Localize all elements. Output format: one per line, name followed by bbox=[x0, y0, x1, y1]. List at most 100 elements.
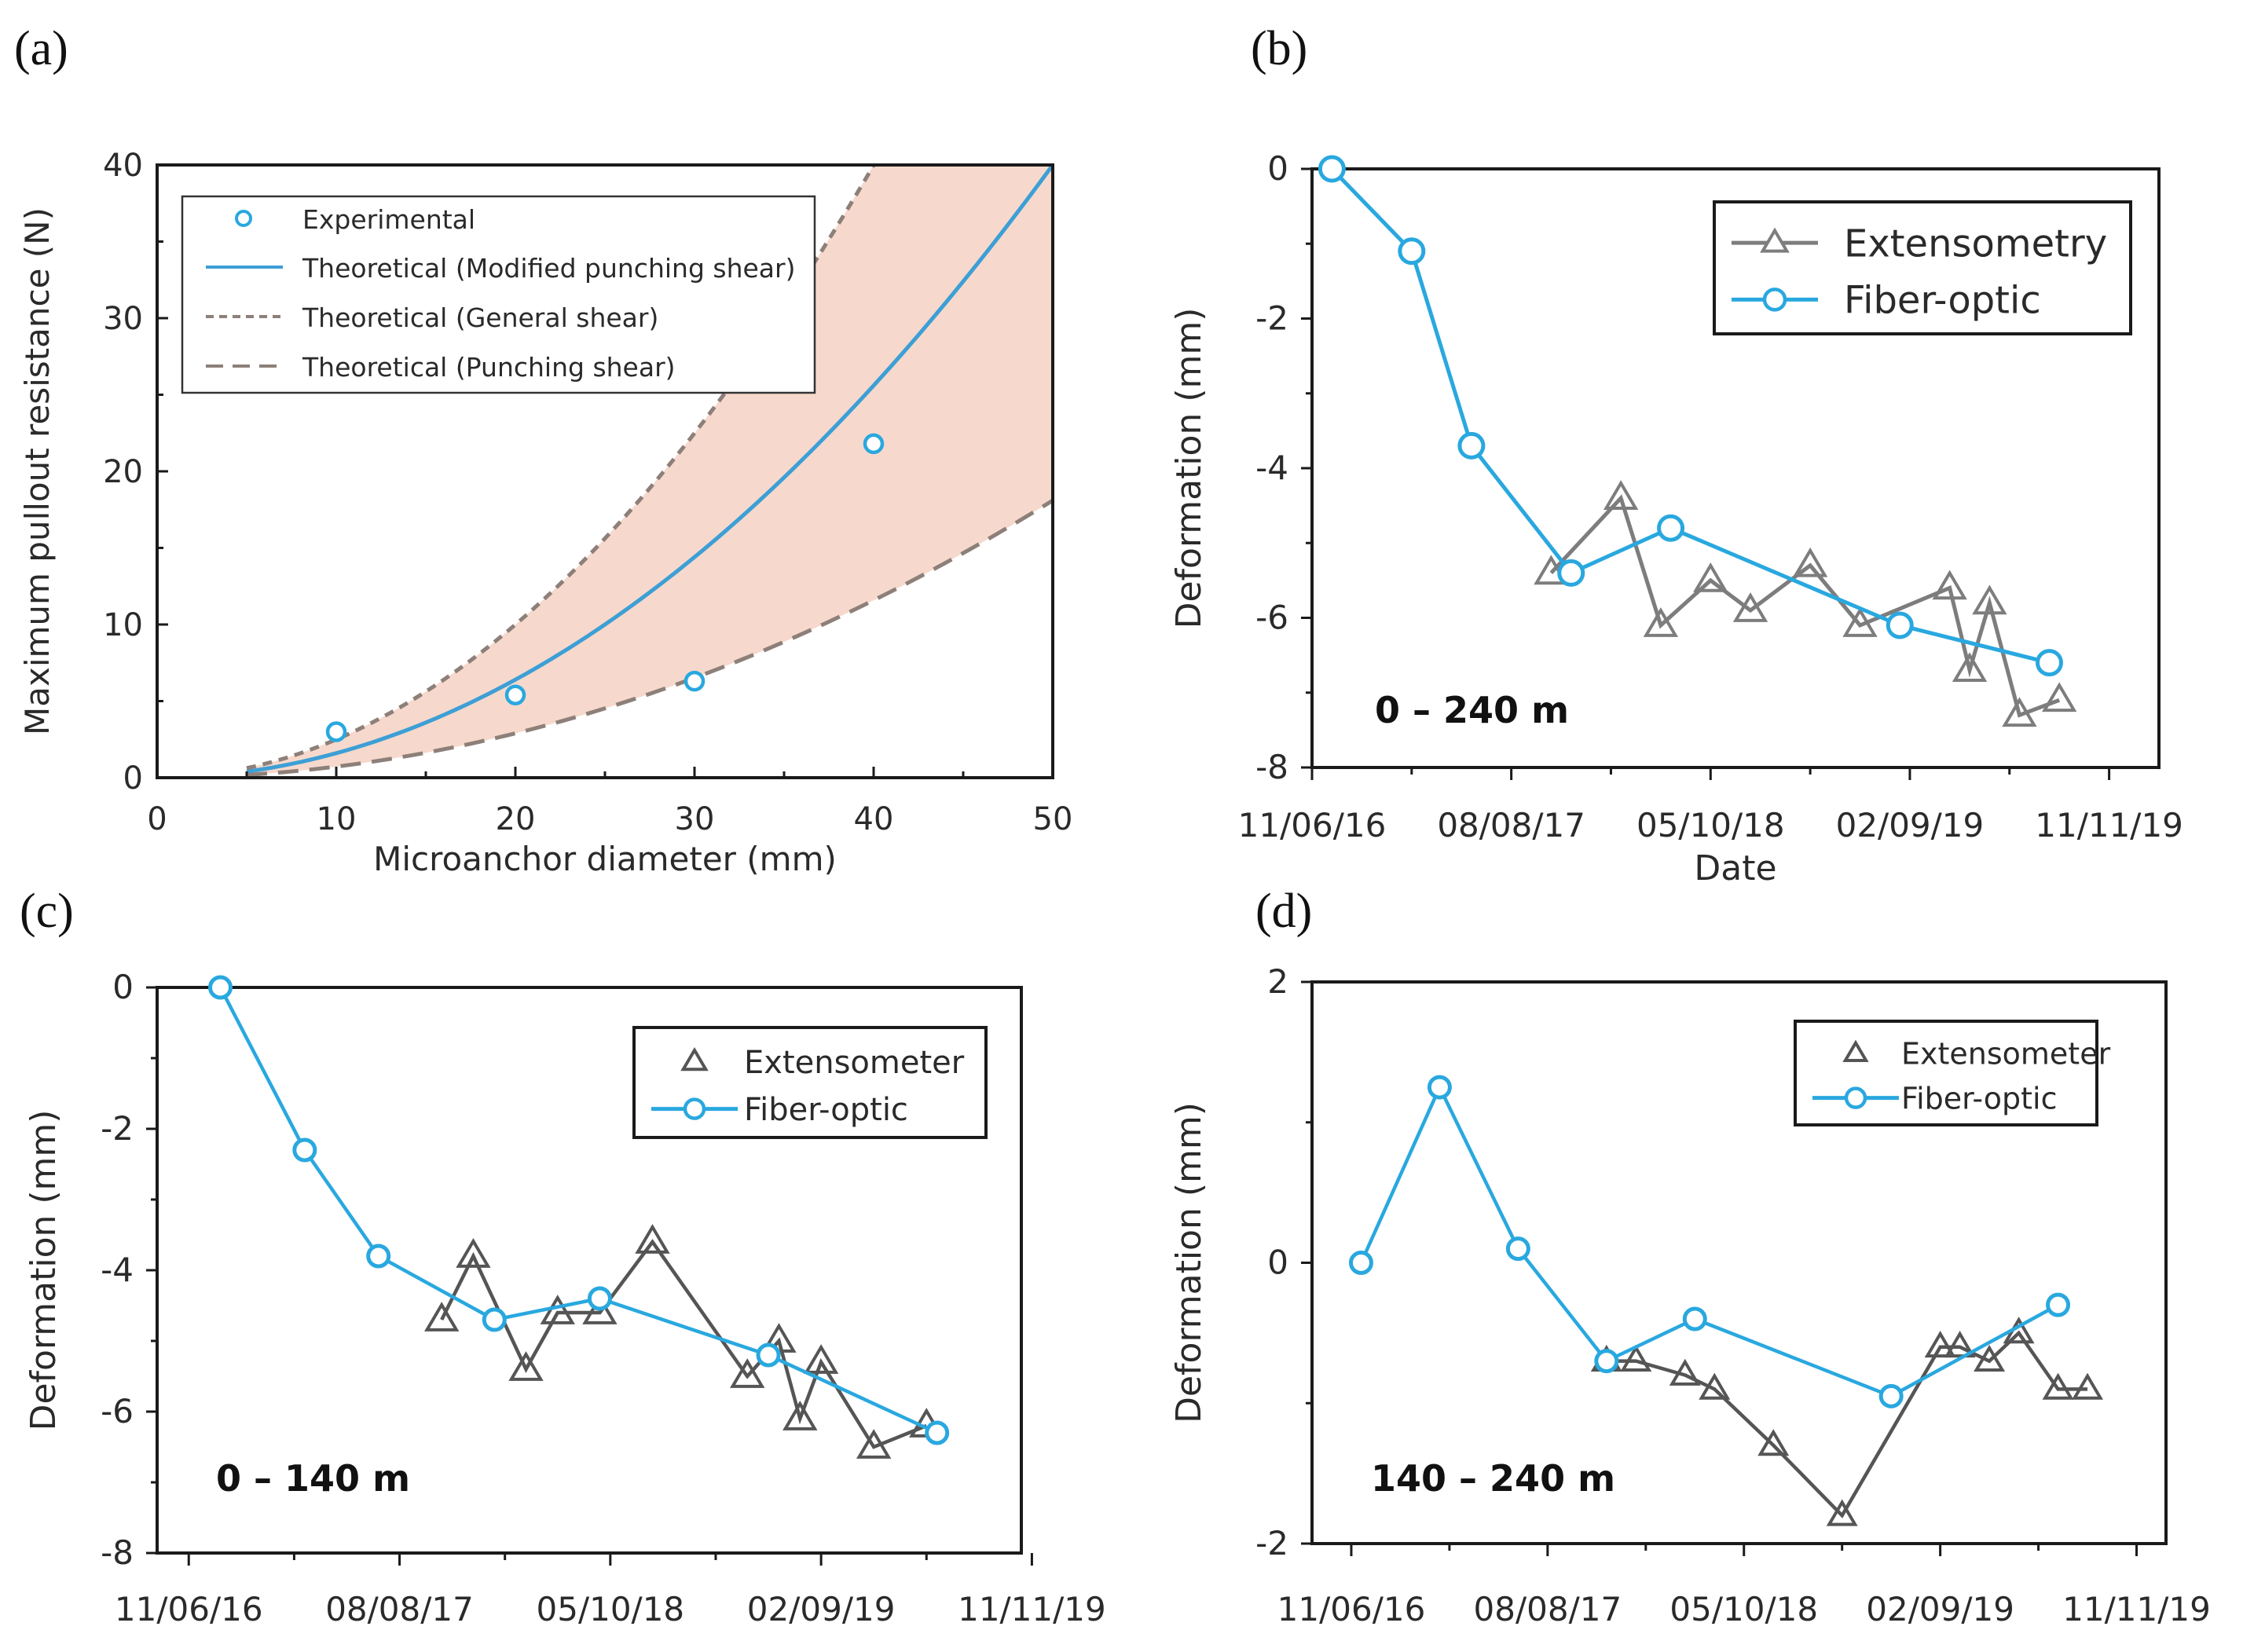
x-tick-label: 02/09/19 bbox=[1866, 1590, 2014, 1628]
x-tick-label: 11/11/19 bbox=[2035, 806, 2183, 844]
extensometer-point bbox=[1757, 1429, 1790, 1456]
y-tick-label: -2 bbox=[1255, 1524, 1288, 1562]
extensometer-point bbox=[1944, 1331, 1976, 1358]
legend-c-entry: Fiber-optic bbox=[744, 1092, 908, 1128]
fiber-optic-point bbox=[482, 1307, 507, 1332]
experimental-point bbox=[504, 684, 526, 705]
series-modified-punching-shear-line bbox=[246, 165, 1053, 774]
x-tick-label: 11/11/19 bbox=[2062, 1590, 2211, 1628]
legend-b: Extensometry Fiber-optic bbox=[1713, 200, 2132, 335]
y-tick-label: 0 bbox=[123, 760, 143, 797]
fiber-optic-point bbox=[1657, 514, 1685, 542]
x-tick-label: 30 bbox=[675, 801, 715, 837]
extensometer-point bbox=[1620, 1344, 1652, 1372]
extensometer-point bbox=[635, 1224, 670, 1254]
fiber-optic-point bbox=[1427, 1075, 1452, 1100]
experimental-point bbox=[684, 670, 706, 692]
extensometer-series-line bbox=[440, 1239, 928, 1449]
panel-a: (a) 0 10 20 30 40 50 0 10 20 30 40 Microanchor diame… bbox=[14, 22, 1073, 878]
x-tick-label: 0 bbox=[147, 801, 167, 837]
fiber-optic-point bbox=[1348, 1251, 1373, 1275]
x-tick-label: 05/10/18 bbox=[1636, 806, 1785, 844]
y-tick-label: 0 bbox=[1267, 1244, 1288, 1282]
legend-c-entry: Extensometer bbox=[744, 1045, 965, 1081]
x-tick-label: 11/06/16 bbox=[115, 1590, 263, 1628]
extensometer-point bbox=[1974, 1344, 2006, 1372]
fiber-optic-point bbox=[2046, 1292, 2071, 1317]
fiber-optic-point bbox=[2035, 649, 2063, 677]
y-tick-label: -2 bbox=[101, 1109, 134, 1148]
x-tick-label: 05/10/18 bbox=[1669, 1590, 1818, 1628]
extensometer-point bbox=[1732, 592, 1768, 622]
y-tick-label: 40 bbox=[103, 148, 143, 184]
panel-b: (b) 11/06/16 08/08/17 05/10/18 02/09/19 11/11… bbox=[1169, 22, 2183, 888]
fiber-optic-point bbox=[1318, 155, 1346, 183]
y-tick-label: -4 bbox=[1255, 449, 1288, 487]
legend-extensometer-marker bbox=[1760, 227, 1790, 253]
x-tick-label: 08/08/17 bbox=[1474, 1590, 1622, 1628]
extensometer-point bbox=[1699, 1372, 1731, 1400]
extensometer-series-line bbox=[1549, 494, 2061, 718]
legend-a-entry: Theoretical (Modified punching shear) bbox=[302, 253, 795, 284]
legend-fiber-optic-marker bbox=[683, 1097, 706, 1120]
y-tick-label: -6 bbox=[101, 1392, 134, 1430]
y-tick-label: 20 bbox=[103, 454, 143, 490]
region-annotation: 0 – 240 m bbox=[1375, 689, 1569, 731]
legend-a-box bbox=[181, 195, 816, 394]
series-punching-shear-line bbox=[246, 498, 1053, 777]
extensometer-point bbox=[2072, 1372, 2104, 1400]
y-tick-label: 30 bbox=[103, 301, 143, 337]
fiber-optic-point bbox=[1594, 1349, 1619, 1374]
y-tick-label: -8 bbox=[1255, 748, 1288, 786]
panel-c: (c) 11/06/16 08/08/17 05/10/18 02/09/19 11/11… bbox=[20, 885, 1106, 1628]
legend-experimental-marker bbox=[235, 210, 252, 227]
x-tick-label: 50 bbox=[1033, 801, 1073, 837]
y-tick-label: -4 bbox=[101, 1251, 134, 1289]
legend-extensometer-marker bbox=[680, 1046, 709, 1071]
extensometer-point bbox=[1952, 652, 1988, 683]
y-tick-label: 2 bbox=[1267, 962, 1288, 1001]
fiber-optic-point bbox=[587, 1286, 612, 1311]
legend-b-entry: Fiber-optic bbox=[1844, 279, 2041, 323]
extensometer-point bbox=[2041, 682, 2077, 712]
extensometer-point bbox=[1932, 570, 1967, 600]
fiber-optic-point bbox=[1457, 431, 1486, 460]
shaded-band bbox=[247, 165, 1053, 775]
y-tick-label: 0 bbox=[112, 968, 134, 1006]
fiber-optic-point bbox=[1398, 237, 1426, 266]
extensometer-point bbox=[1643, 607, 1679, 637]
extensometer-point bbox=[1603, 480, 1639, 510]
extensometer-series-line bbox=[1606, 1330, 2088, 1518]
fiber-optic-point bbox=[1505, 1236, 1530, 1262]
fiber-optic-point bbox=[1886, 611, 1914, 639]
x-tick-label: 02/09/19 bbox=[747, 1590, 896, 1628]
extensometer-point bbox=[1842, 607, 1878, 637]
fiber-optic-point bbox=[1557, 559, 1585, 587]
extensometer-point bbox=[1669, 1358, 1701, 1386]
legend-b-box bbox=[1713, 200, 2132, 335]
y-tick-label: -2 bbox=[1255, 299, 1288, 338]
extensometer-point bbox=[856, 1429, 892, 1459]
legend-b-entry: Extensometry bbox=[1844, 222, 2107, 266]
extensometer-point bbox=[2042, 1372, 2074, 1400]
fiber-optic-point bbox=[366, 1244, 391, 1269]
fiber-optic-point bbox=[292, 1137, 317, 1163]
extensometer-point bbox=[803, 1344, 839, 1374]
legend-a: Experimental Theoretical (Modified punchi… bbox=[181, 195, 816, 394]
fiber-optic-point bbox=[1682, 1306, 1707, 1331]
y-tick-label: 0 bbox=[1267, 149, 1288, 188]
extensometer-point bbox=[1924, 1331, 1956, 1358]
panel-a-plot bbox=[246, 165, 1053, 777]
legend-fiber-optic-marker bbox=[1762, 288, 1787, 312]
y-axis-label: Deformation (mm) bbox=[1169, 308, 1209, 629]
legend-a-entry: Theoretical (Punching shear) bbox=[302, 352, 676, 383]
legend-d-entry: Fiber-optic bbox=[1901, 1081, 2057, 1115]
extensometer-point bbox=[782, 1401, 818, 1430]
region-annotation: 0 – 140 m bbox=[216, 1457, 410, 1500]
legend-fiber-optic-marker bbox=[1844, 1086, 1867, 1109]
experimental-point bbox=[325, 721, 347, 742]
fiber-optic-point bbox=[756, 1342, 781, 1368]
legend-a-entry: Theoretical (General shear) bbox=[302, 302, 658, 333]
extensometer-point bbox=[508, 1351, 544, 1381]
